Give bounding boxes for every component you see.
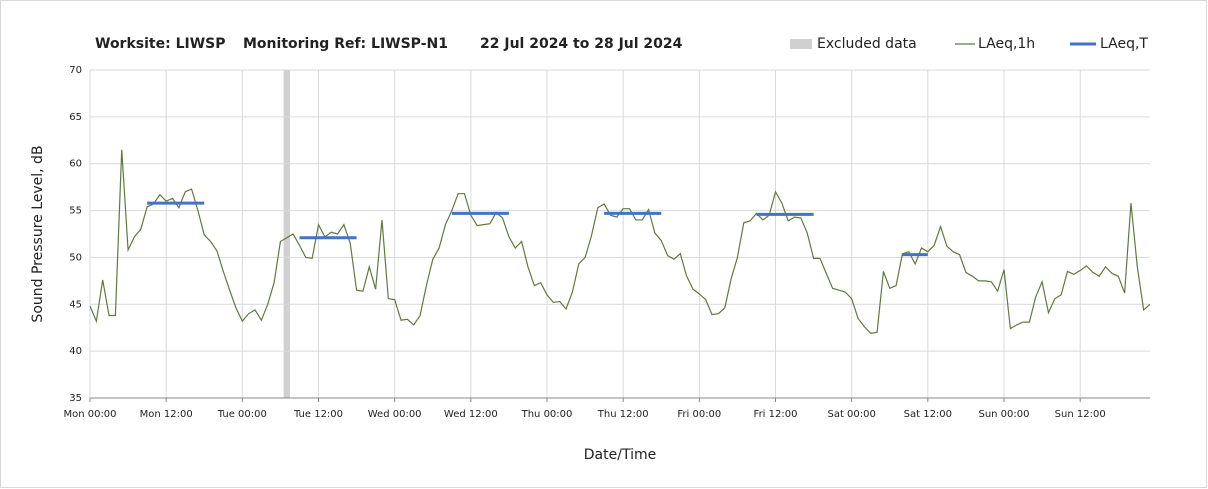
legend-swatch (790, 39, 812, 49)
y-axis-label: Sound Pressure Level, dB (30, 145, 46, 322)
y-tick-label: 55 (69, 206, 82, 217)
x-tick-label: Mon 00:00 (63, 409, 116, 420)
x-tick-label: Tue 12:00 (293, 409, 343, 420)
legend-label: LAeq,1h (978, 36, 1035, 52)
y-tick-label: 60 (69, 159, 82, 170)
x-tick-label: Sat 00:00 (827, 409, 875, 420)
legend-label: Excluded data (817, 36, 917, 52)
title-dates: 22 Jul 2024 to 28 Jul 2024 (480, 36, 683, 52)
y-tick-label: 70 (69, 65, 82, 76)
x-axis-label: Date/Time (584, 447, 656, 463)
title-ref: Monitoring Ref: LIWSP-N1 (243, 36, 448, 52)
title-worksite: Worksite: LIWSP (95, 36, 225, 52)
y-tick-label: 45 (69, 299, 82, 310)
x-tick-label: Wed 12:00 (444, 409, 498, 420)
x-tick-label: Tue 00:00 (217, 409, 267, 420)
y-tick-label: 40 (69, 346, 82, 357)
x-tick-label: Fri 12:00 (754, 409, 798, 420)
y-tick-label: 65 (69, 112, 82, 123)
x-tick-label: Thu 00:00 (521, 409, 573, 420)
excluded-band (283, 70, 290, 398)
x-tick-label: Fri 00:00 (677, 409, 721, 420)
x-tick-label: Thu 12:00 (597, 409, 649, 420)
x-tick-label: Wed 00:00 (368, 409, 422, 420)
x-tick-label: Sat 12:00 (904, 409, 952, 420)
x-tick-label: Sun 12:00 (1055, 409, 1106, 420)
x-tick-label: Mon 12:00 (140, 409, 193, 420)
y-tick-label: 50 (69, 252, 82, 263)
x-tick-label: Sun 00:00 (978, 409, 1029, 420)
legend-label: LAeq,T (1100, 36, 1148, 52)
y-tick-label: 35 (69, 393, 82, 404)
